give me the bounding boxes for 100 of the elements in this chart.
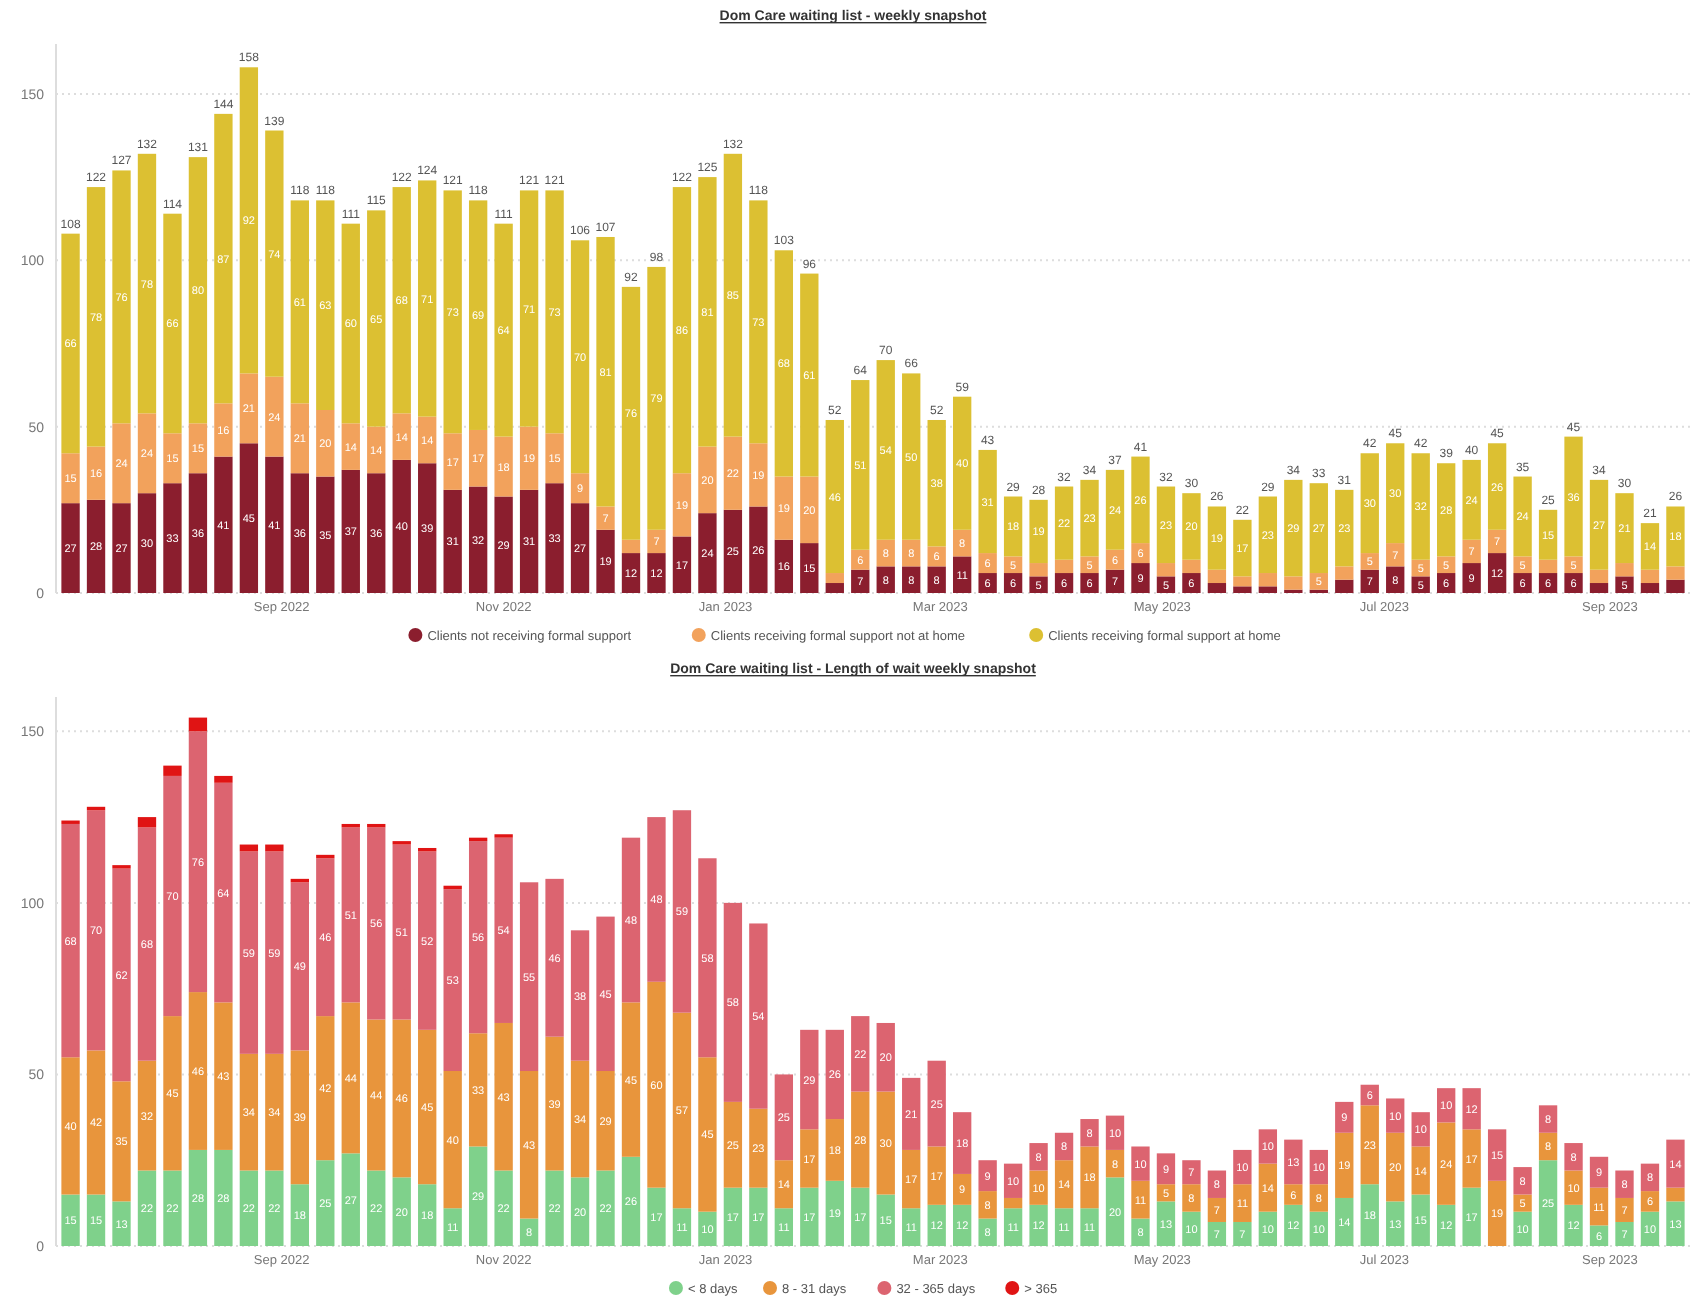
bar: [468, 200, 488, 430]
bar: [723, 436, 743, 510]
bar: [494, 223, 513, 437]
bar: [1309, 483, 1328, 574]
bar: [392, 413, 411, 460]
bar: [1386, 566, 1405, 593]
bar: [1029, 499, 1048, 564]
bar: [316, 476, 335, 593]
bar: [1411, 1194, 1430, 1246]
bar: [621, 837, 641, 1003]
bar: [1513, 1167, 1532, 1195]
bar: [443, 433, 462, 490]
bar: [1487, 1129, 1507, 1181]
bar: [367, 827, 386, 1020]
bar: [570, 1177, 590, 1246]
bar: [1589, 1187, 1609, 1226]
bar: [1182, 1184, 1201, 1212]
bar: [749, 1108, 768, 1188]
bar: [1513, 476, 1532, 557]
bar: [621, 539, 641, 554]
bar: [1437, 1122, 1456, 1205]
bar: [1182, 493, 1201, 560]
bar: [214, 403, 233, 457]
bar: [418, 1029, 437, 1185]
bar: [825, 1119, 844, 1181]
bar: [902, 1208, 921, 1246]
bar: [876, 566, 895, 593]
bar: [163, 213, 182, 434]
bar: [978, 449, 997, 554]
bar: [443, 889, 462, 1072]
bar: [367, 426, 386, 474]
bar: [1131, 456, 1150, 544]
bar: [1029, 576, 1048, 593]
bar: [1182, 1211, 1201, 1246]
bar: [1284, 479, 1303, 577]
bar: [1666, 1187, 1685, 1202]
bar: [1029, 563, 1048, 577]
bar: [1538, 509, 1558, 560]
bar: [1666, 506, 1685, 567]
bar: [290, 403, 309, 474]
bar: [647, 817, 666, 982]
bar: [1437, 1204, 1456, 1246]
bar: [1309, 1184, 1328, 1212]
bar: [1538, 1105, 1558, 1133]
bar: [61, 1057, 80, 1195]
bar: [1615, 1221, 1634, 1246]
bar: [112, 1201, 131, 1246]
bar: [86, 810, 106, 1051]
bar: [545, 433, 564, 484]
bar: [1156, 1153, 1176, 1185]
bar: [1513, 556, 1532, 574]
bar: [1258, 1163, 1278, 1212]
bar: [341, 423, 360, 470]
bar: [723, 153, 743, 437]
bar: [621, 1156, 641, 1246]
bar: [1360, 1184, 1379, 1246]
bar: [952, 1173, 972, 1205]
bar: [112, 1081, 131, 1202]
bar: [596, 529, 615, 593]
bar: [1131, 1180, 1150, 1219]
bar: [61, 453, 80, 504]
bar: [1131, 1218, 1150, 1246]
bar: [1080, 1146, 1099, 1209]
bar: [1666, 579, 1685, 593]
bar: [494, 837, 513, 1023]
bar: [1386, 1098, 1405, 1133]
bar: [341, 1153, 360, 1246]
bar: [825, 1029, 844, 1120]
bar: [1666, 566, 1685, 580]
bar: [163, 1170, 182, 1246]
bar: [519, 489, 539, 593]
bar: [1182, 573, 1201, 593]
bar: [341, 223, 360, 424]
bar: [316, 858, 335, 1017]
bar: [392, 1177, 411, 1246]
bar: [570, 240, 590, 474]
bar: [1589, 1156, 1609, 1188]
bar: [519, 190, 539, 427]
bar: [468, 429, 488, 487]
bar: [1615, 576, 1634, 593]
bar: [392, 1019, 411, 1178]
bar: [1156, 1201, 1176, 1246]
bar: [188, 1149, 208, 1246]
bar: [749, 200, 768, 444]
bar: [1156, 486, 1176, 564]
bar: [468, 486, 488, 593]
bar: [316, 410, 335, 477]
bar: [1054, 559, 1074, 574]
bar: [1258, 1129, 1278, 1164]
bar: [239, 373, 259, 444]
bar: [698, 1057, 717, 1212]
bar: [851, 569, 870, 593]
bar: [1360, 453, 1379, 554]
bar: [596, 916, 615, 1072]
bar: [316, 1016, 335, 1161]
bar: [1487, 553, 1507, 593]
bar: [1640, 523, 1660, 570]
bar: [1233, 586, 1252, 593]
bar: [392, 459, 411, 593]
bar: [188, 992, 208, 1150]
